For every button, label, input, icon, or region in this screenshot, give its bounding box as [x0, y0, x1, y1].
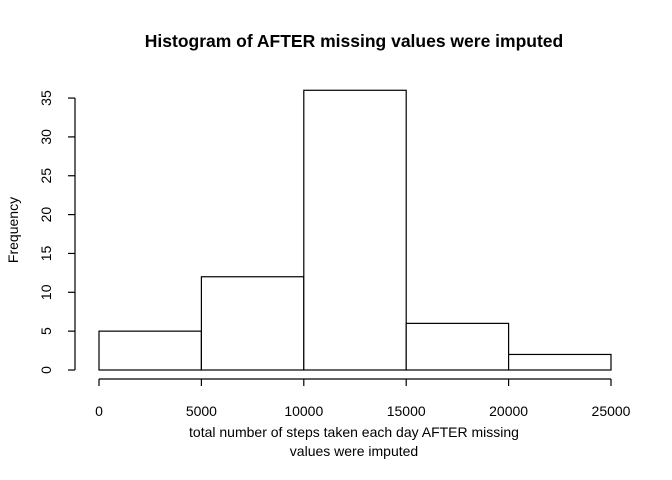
- x-tick-label-4: 20000: [489, 403, 528, 419]
- y-tick-label-1: 5: [38, 327, 54, 335]
- x-tick-label-5: 25000: [592, 403, 631, 419]
- y-axis: 0 5 10 15 20 25 30 35: [38, 90, 76, 374]
- y-tick-label-2: 10: [38, 284, 54, 300]
- y-tick-label-5: 25: [38, 168, 54, 184]
- y-tick-label-6: 30: [38, 129, 54, 145]
- histogram-bar-3: [405, 322, 510, 371]
- x-tick-label-0: 0: [95, 403, 103, 419]
- histogram-bar-0: [98, 330, 203, 371]
- histogram-bar-1: [200, 276, 305, 371]
- x-axis: 0 5000 10000 15000 20000 25000: [95, 378, 631, 419]
- x-tick-label-2: 10000: [284, 403, 323, 419]
- chart-title: Histogram of AFTER missing values were i…: [145, 31, 563, 51]
- y-tick-label-7: 35: [38, 90, 54, 106]
- x-axis-label: total number of steps taken each day AFT…: [189, 424, 519, 440]
- bars-group: [98, 89, 612, 371]
- y-axis-label: Frequency: [5, 197, 21, 263]
- x-axis-label-line2: values were imputed: [290, 443, 418, 459]
- y-tick-label-4: 20: [38, 207, 54, 223]
- histogram-bar-4: [508, 353, 612, 371]
- x-tick-label-1: 5000: [186, 403, 217, 419]
- y-tick-label-3: 15: [38, 245, 54, 261]
- histogram-bar-2: [303, 89, 407, 371]
- y-tick-label-0: 0: [38, 366, 54, 374]
- x-tick-label-3: 15000: [387, 403, 426, 419]
